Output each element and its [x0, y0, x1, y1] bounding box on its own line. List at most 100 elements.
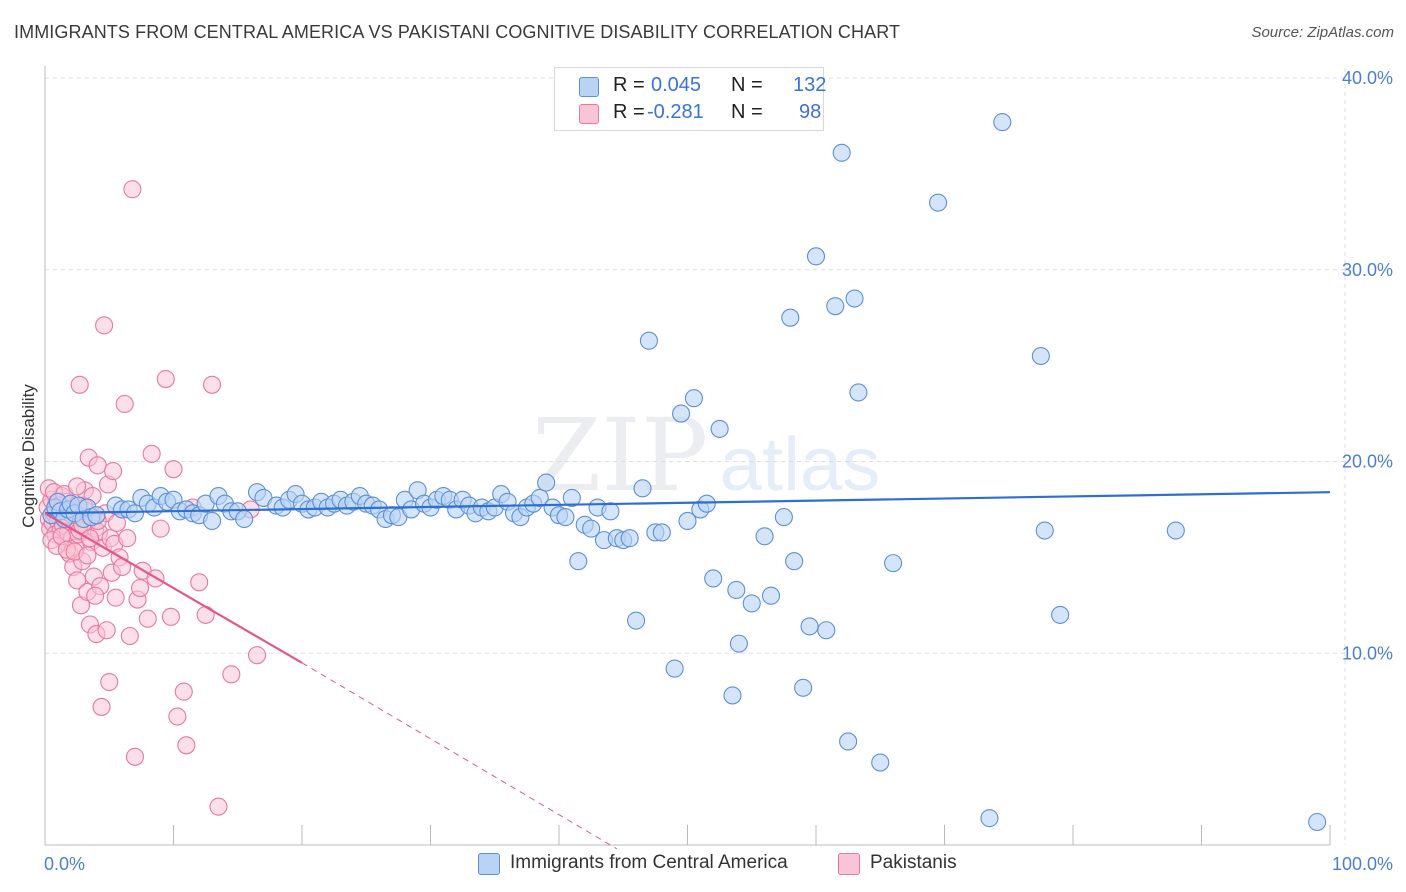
central-america-point — [639, 331, 659, 350]
central-america-point — [929, 193, 948, 212]
pakistani-point — [209, 797, 228, 816]
y-tick-label: 20.0% — [1342, 452, 1393, 472]
pakistani-point — [86, 586, 105, 605]
central-america-point — [993, 113, 1012, 132]
central-america-point — [537, 473, 556, 492]
central-america-point — [125, 504, 144, 523]
central-america-point — [697, 494, 716, 513]
central-america-point — [665, 659, 684, 678]
central-america-point — [704, 569, 723, 588]
central-america-point — [755, 527, 774, 546]
central-america-point — [601, 502, 620, 521]
central-america-point — [678, 511, 697, 530]
central-america-trend-line — [44, 491, 1331, 515]
central-america-point — [781, 308, 800, 327]
pakistani-point — [97, 621, 116, 640]
central-america-point — [794, 678, 813, 697]
pakistani-trend-extension — [301, 662, 618, 850]
pakistani-point — [247, 646, 267, 665]
central-america-point — [817, 621, 836, 640]
legend-n-value: 98 — [799, 101, 822, 123]
central-america-point — [620, 529, 639, 548]
pakistani-point — [164, 460, 183, 479]
pakistani-point — [125, 747, 144, 766]
pakistani-point — [222, 665, 241, 684]
central-america-point — [1051, 605, 1070, 624]
watermark-atlas: atlas — [720, 422, 881, 507]
pakistani-point — [115, 394, 134, 414]
pakistani-point — [138, 609, 157, 628]
central-america-points — [42, 113, 1327, 832]
central-america-point — [633, 479, 652, 498]
central-america-point — [871, 753, 890, 772]
correlation-legend: R = 0.045 N = 132 R = -0.281 N = 98 — [554, 67, 826, 131]
y-axis-title: Cognitive Disability — [19, 384, 38, 528]
pakistani-point — [190, 573, 209, 592]
central-america-point — [530, 488, 549, 507]
pakistani-point — [104, 462, 123, 481]
bottom-legend-label: Pakistanis — [870, 852, 957, 873]
pakistani-trend-line — [44, 512, 303, 664]
central-america-point — [980, 809, 999, 828]
axes — [44, 66, 1331, 846]
pakistani-point — [118, 529, 137, 548]
central-america-point — [826, 297, 845, 316]
central-america-point — [884, 554, 903, 573]
pakistani-point — [177, 736, 196, 755]
y-tick-label: 10.0% — [1342, 643, 1393, 663]
legend-r-label: R = — [613, 101, 645, 123]
central-america-point — [203, 511, 222, 530]
central-america-point — [832, 143, 851, 162]
x-tick-label: 0.0% — [44, 854, 85, 874]
watermark: ZIP atlas — [532, 397, 880, 514]
central-america-point — [785, 552, 804, 571]
y-tick-label: 30.0% — [1342, 260, 1393, 280]
central-america-point — [727, 580, 746, 600]
bottom-legend-swatch-blue — [478, 853, 500, 875]
central-america-point — [723, 686, 742, 705]
central-america-point — [1166, 521, 1185, 540]
pakistani-point — [95, 316, 114, 335]
central-america-point — [87, 506, 106, 525]
x-tick-label: 100.0% — [1332, 854, 1393, 874]
central-america-point — [849, 383, 868, 402]
pakistani-point — [142, 444, 161, 463]
central-america-point — [761, 586, 781, 605]
pakistani-point — [78, 546, 97, 565]
pakistani-point — [123, 180, 142, 199]
pakistani-point — [161, 607, 180, 626]
central-america-point — [845, 289, 864, 308]
legend-swatch-pink — [579, 104, 599, 124]
central-america-point — [710, 419, 729, 438]
central-america-point — [684, 389, 703, 408]
source-label: Source: ZipAtlas.com — [1251, 24, 1394, 41]
pakistani-point — [203, 375, 222, 394]
axis-labels: 10.0% 20.0% 30.0% 40.0% 0.0% 100.0% Cognitive … — [19, 68, 1393, 874]
chart-title: IMMIGRANTS FROM CENTRAL AMERICA VS PAKIS… — [14, 22, 901, 42]
pakistani-point — [68, 477, 87, 496]
central-america-point — [556, 508, 575, 527]
central-america-point — [800, 617, 819, 636]
central-america-point — [1031, 346, 1050, 366]
central-america-point — [1035, 521, 1054, 540]
central-america-point — [672, 404, 691, 423]
central-america-point — [652, 523, 671, 542]
central-america-point — [1308, 812, 1327, 832]
central-america-point — [774, 508, 793, 527]
legend-r-value: 0.045 — [651, 74, 702, 96]
pakistani-point — [168, 707, 187, 726]
pakistani-point — [68, 571, 87, 590]
legend-swatch-blue — [579, 77, 599, 97]
pakistani-point — [131, 579, 150, 598]
legend-r-value: -0.281 — [647, 101, 704, 123]
bottom-legend-label: Immigrants from Central America — [510, 852, 788, 873]
central-america-point — [562, 488, 581, 507]
central-america-point — [627, 611, 646, 630]
trend-lines — [44, 491, 1331, 850]
bottom-legend-swatch-pink — [838, 853, 860, 875]
pakistani-point — [100, 672, 119, 692]
pakistani-point — [174, 682, 193, 701]
central-america-point — [839, 732, 858, 751]
pakistani-point — [70, 375, 89, 394]
grid-lines — [45, 68, 1346, 845]
